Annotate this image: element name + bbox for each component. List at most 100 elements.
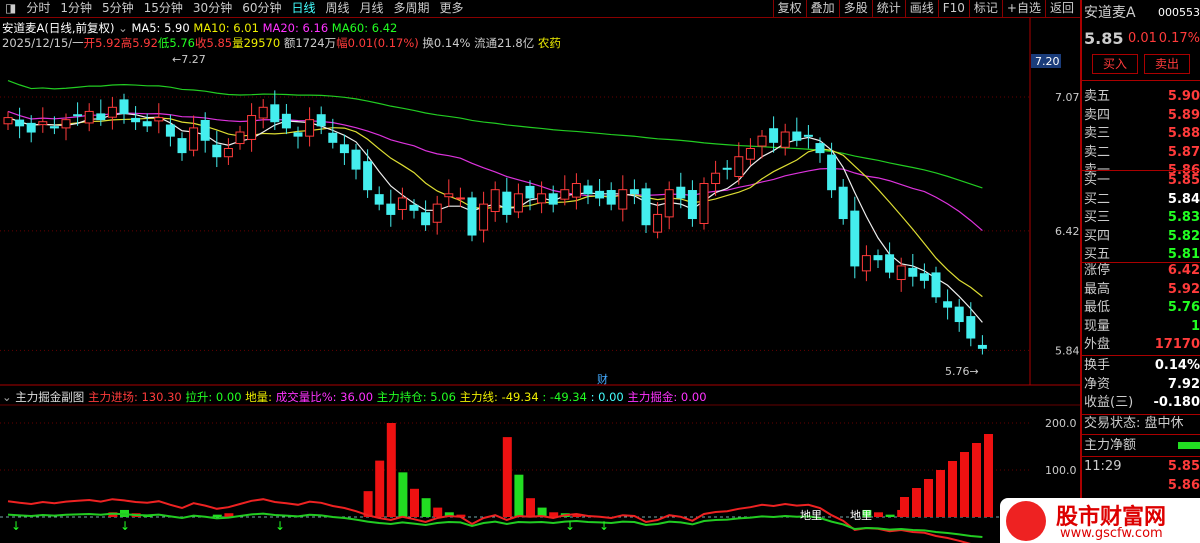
toolbar-button[interactable]: 返回 xyxy=(1044,0,1078,17)
candle xyxy=(641,188,651,226)
indicator-value: 主力掘金: 0.00 xyxy=(627,390,707,404)
candle xyxy=(479,203,489,231)
trade-status: 交易状态: 盘中休 xyxy=(1084,416,1184,431)
period-tab[interactable]: 月线 xyxy=(359,1,384,15)
period-tab[interactable]: 更多 xyxy=(439,1,464,15)
candle xyxy=(490,189,500,213)
candle xyxy=(258,106,268,119)
candle xyxy=(177,138,187,154)
kline-chart[interactable]: 7.07 6.42 5.84 7.20 ←7.27 5.76→ 财 200.0 100.0 ↓ ↓ ↓… xyxy=(0,0,1080,543)
candle xyxy=(513,193,523,213)
candle xyxy=(328,132,338,143)
row-value: 6.42 xyxy=(1167,263,1200,278)
candle xyxy=(316,114,326,127)
net-flow-label: 主力净额 xyxy=(1084,438,1137,453)
volume: 量29570 xyxy=(232,36,281,50)
period-tab[interactable]: 日线 xyxy=(291,1,316,15)
open: 开5.92 xyxy=(83,36,121,50)
candle xyxy=(827,154,837,191)
candle xyxy=(212,144,222,158)
candle xyxy=(838,186,848,220)
buy-button[interactable]: 买入 xyxy=(1092,54,1138,74)
candle xyxy=(84,110,94,124)
turnover: 换0.14% xyxy=(422,36,471,50)
period-tab[interactable]: 15分钟 xyxy=(143,1,183,15)
quote-row: 买一 5.85 xyxy=(1084,172,1200,190)
period-tab[interactable]: 5分钟 xyxy=(102,1,134,15)
candle xyxy=(757,135,767,147)
row-value: 5.85 xyxy=(1167,173,1200,188)
candle xyxy=(26,122,36,133)
candle xyxy=(583,185,593,195)
row-value: 17170 xyxy=(1154,337,1200,352)
sub-bar xyxy=(375,460,385,517)
sub-bar xyxy=(386,423,396,517)
period-tab[interactable]: 30分钟 xyxy=(192,1,233,15)
toolbar-button[interactable]: +自选 xyxy=(1001,0,1045,17)
ma10: MA10: 6.01 xyxy=(193,21,259,35)
candle xyxy=(931,272,941,298)
quote-row: 买四 5.82 xyxy=(1084,228,1200,246)
candle xyxy=(247,115,257,140)
period-tab[interactable]: 1分钟 xyxy=(60,1,92,15)
period-tab[interactable]: 60分钟 xyxy=(242,1,282,15)
period-tab[interactable]: 多周期 xyxy=(393,1,430,15)
candle xyxy=(560,189,570,200)
candle xyxy=(409,204,419,211)
candle xyxy=(305,119,315,137)
indicator-value: : 0.00 xyxy=(590,390,624,404)
current-price-tag: 7.20 xyxy=(1035,55,1060,68)
period-tab[interactable]: 分时 xyxy=(26,1,51,15)
candle xyxy=(38,121,48,126)
quote-row: 11:29 5.85 xyxy=(1084,458,1200,476)
candle xyxy=(96,113,106,121)
candle xyxy=(792,131,802,141)
high-annotation: ←7.27 xyxy=(172,53,206,66)
quote-row: 最高 5.92 xyxy=(1084,281,1200,299)
price-tag xyxy=(1031,54,1061,68)
candle xyxy=(908,267,918,277)
toolbar-button[interactable]: 复权 xyxy=(772,0,806,17)
candle xyxy=(711,172,721,185)
candle xyxy=(548,193,558,205)
toolbar-button[interactable]: F10 xyxy=(937,0,969,17)
sub-bar xyxy=(912,488,921,517)
candle xyxy=(467,197,477,236)
sub-bar xyxy=(948,461,957,517)
sell-button[interactable]: 卖出 xyxy=(1144,54,1190,74)
price-change: 0.01 xyxy=(1128,31,1157,46)
candle xyxy=(966,316,976,339)
row-value: 5.83 xyxy=(1167,210,1200,225)
candle xyxy=(119,99,129,114)
toolbar-button[interactable]: 多股 xyxy=(838,0,872,17)
candle xyxy=(861,255,871,272)
candle xyxy=(235,131,245,145)
quote-row: 卖二 5.87 xyxy=(1084,144,1200,162)
sub-bar xyxy=(514,474,524,517)
stock-name: 安道麦A xyxy=(1084,5,1136,21)
stock-title: 安道麦A(日线,前复权) xyxy=(2,21,115,35)
close: 收5.85 xyxy=(195,36,233,50)
price-label: 6.42 xyxy=(1055,225,1080,238)
candle xyxy=(502,191,512,215)
ohlc-line: 2025/12/15/一开5.92高5.92低5.76收5.85量29570 额… xyxy=(2,35,561,51)
candle xyxy=(432,203,442,223)
dropdown-icon[interactable]: ⌄ xyxy=(2,390,12,404)
quote-row: 买五 5.81 xyxy=(1084,246,1200,264)
toolbar-button[interactable]: 标记 xyxy=(968,0,1002,17)
candle xyxy=(780,131,790,148)
period-tab[interactable]: 周线 xyxy=(325,1,350,15)
quote-row: 5.86 xyxy=(1084,477,1200,495)
candle xyxy=(189,127,199,151)
toolbar-button[interactable]: 统计 xyxy=(871,0,905,17)
last-price: 5.85 xyxy=(1084,29,1124,48)
layout-icon[interactable]: ◨ xyxy=(5,1,17,15)
toolbar-button[interactable]: 画线 xyxy=(904,0,938,17)
indicator-value: 地量: xyxy=(245,390,276,404)
dropdown-icon[interactable]: ⌄ xyxy=(118,21,128,35)
float-cap: 流通21.8亿 xyxy=(474,36,535,50)
quote-row: 收益(三) -0.180 xyxy=(1084,394,1200,412)
toolbar-button[interactable]: 叠加 xyxy=(805,0,839,17)
sub-bar xyxy=(537,507,547,517)
row-value: 7.92 xyxy=(1167,376,1200,392)
